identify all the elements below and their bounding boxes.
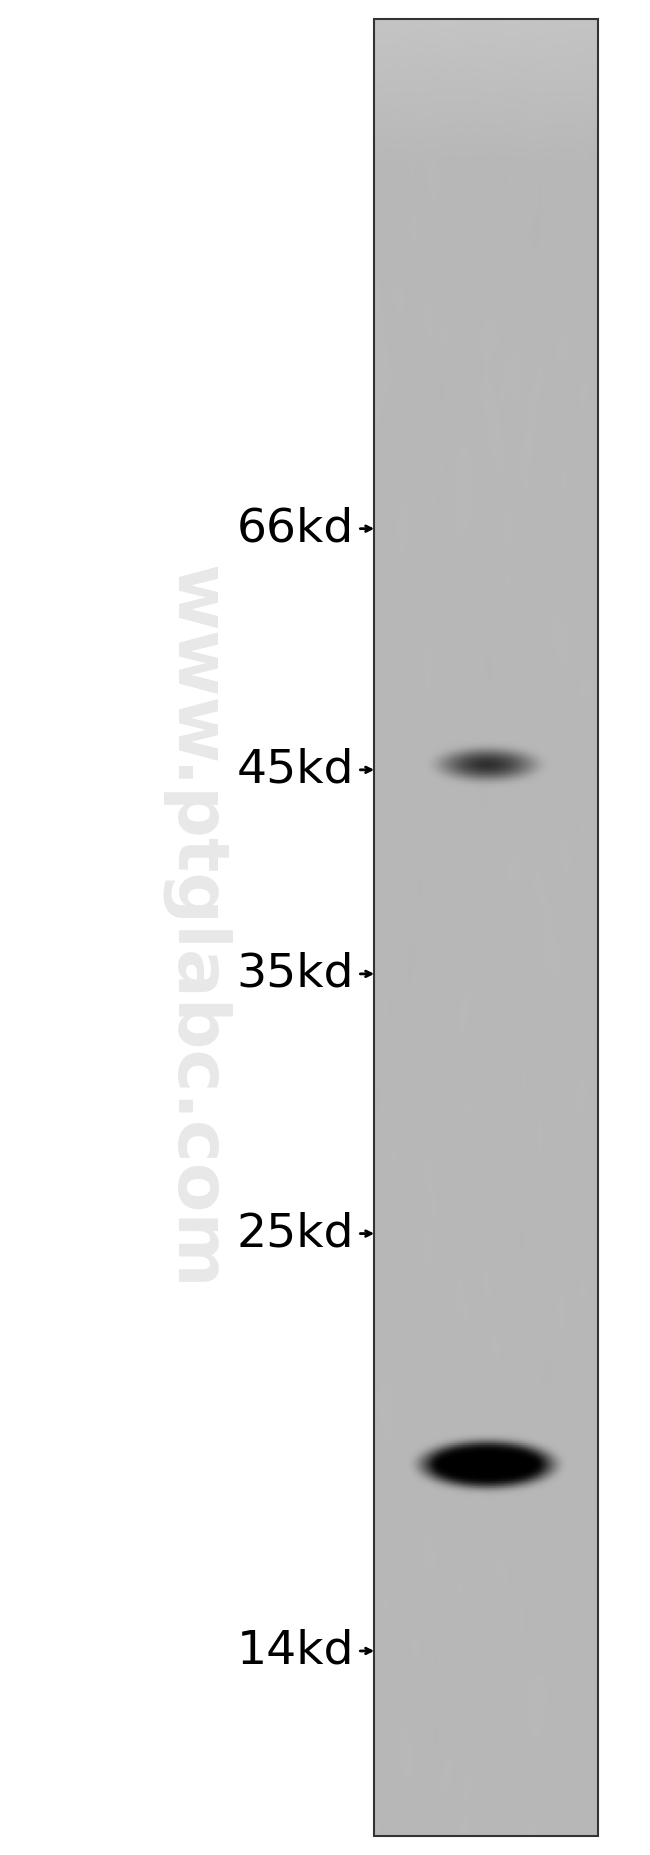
Text: 25kd: 25kd — [237, 1211, 354, 1256]
Text: 14kd: 14kd — [237, 1629, 354, 1673]
Text: 35kd: 35kd — [237, 952, 354, 996]
Text: 66kd: 66kd — [237, 506, 354, 551]
Text: 45kd: 45kd — [237, 748, 354, 792]
Bar — [374, 19, 598, 1836]
Text: www.ptglabc.com: www.ptglabc.com — [161, 566, 229, 1289]
